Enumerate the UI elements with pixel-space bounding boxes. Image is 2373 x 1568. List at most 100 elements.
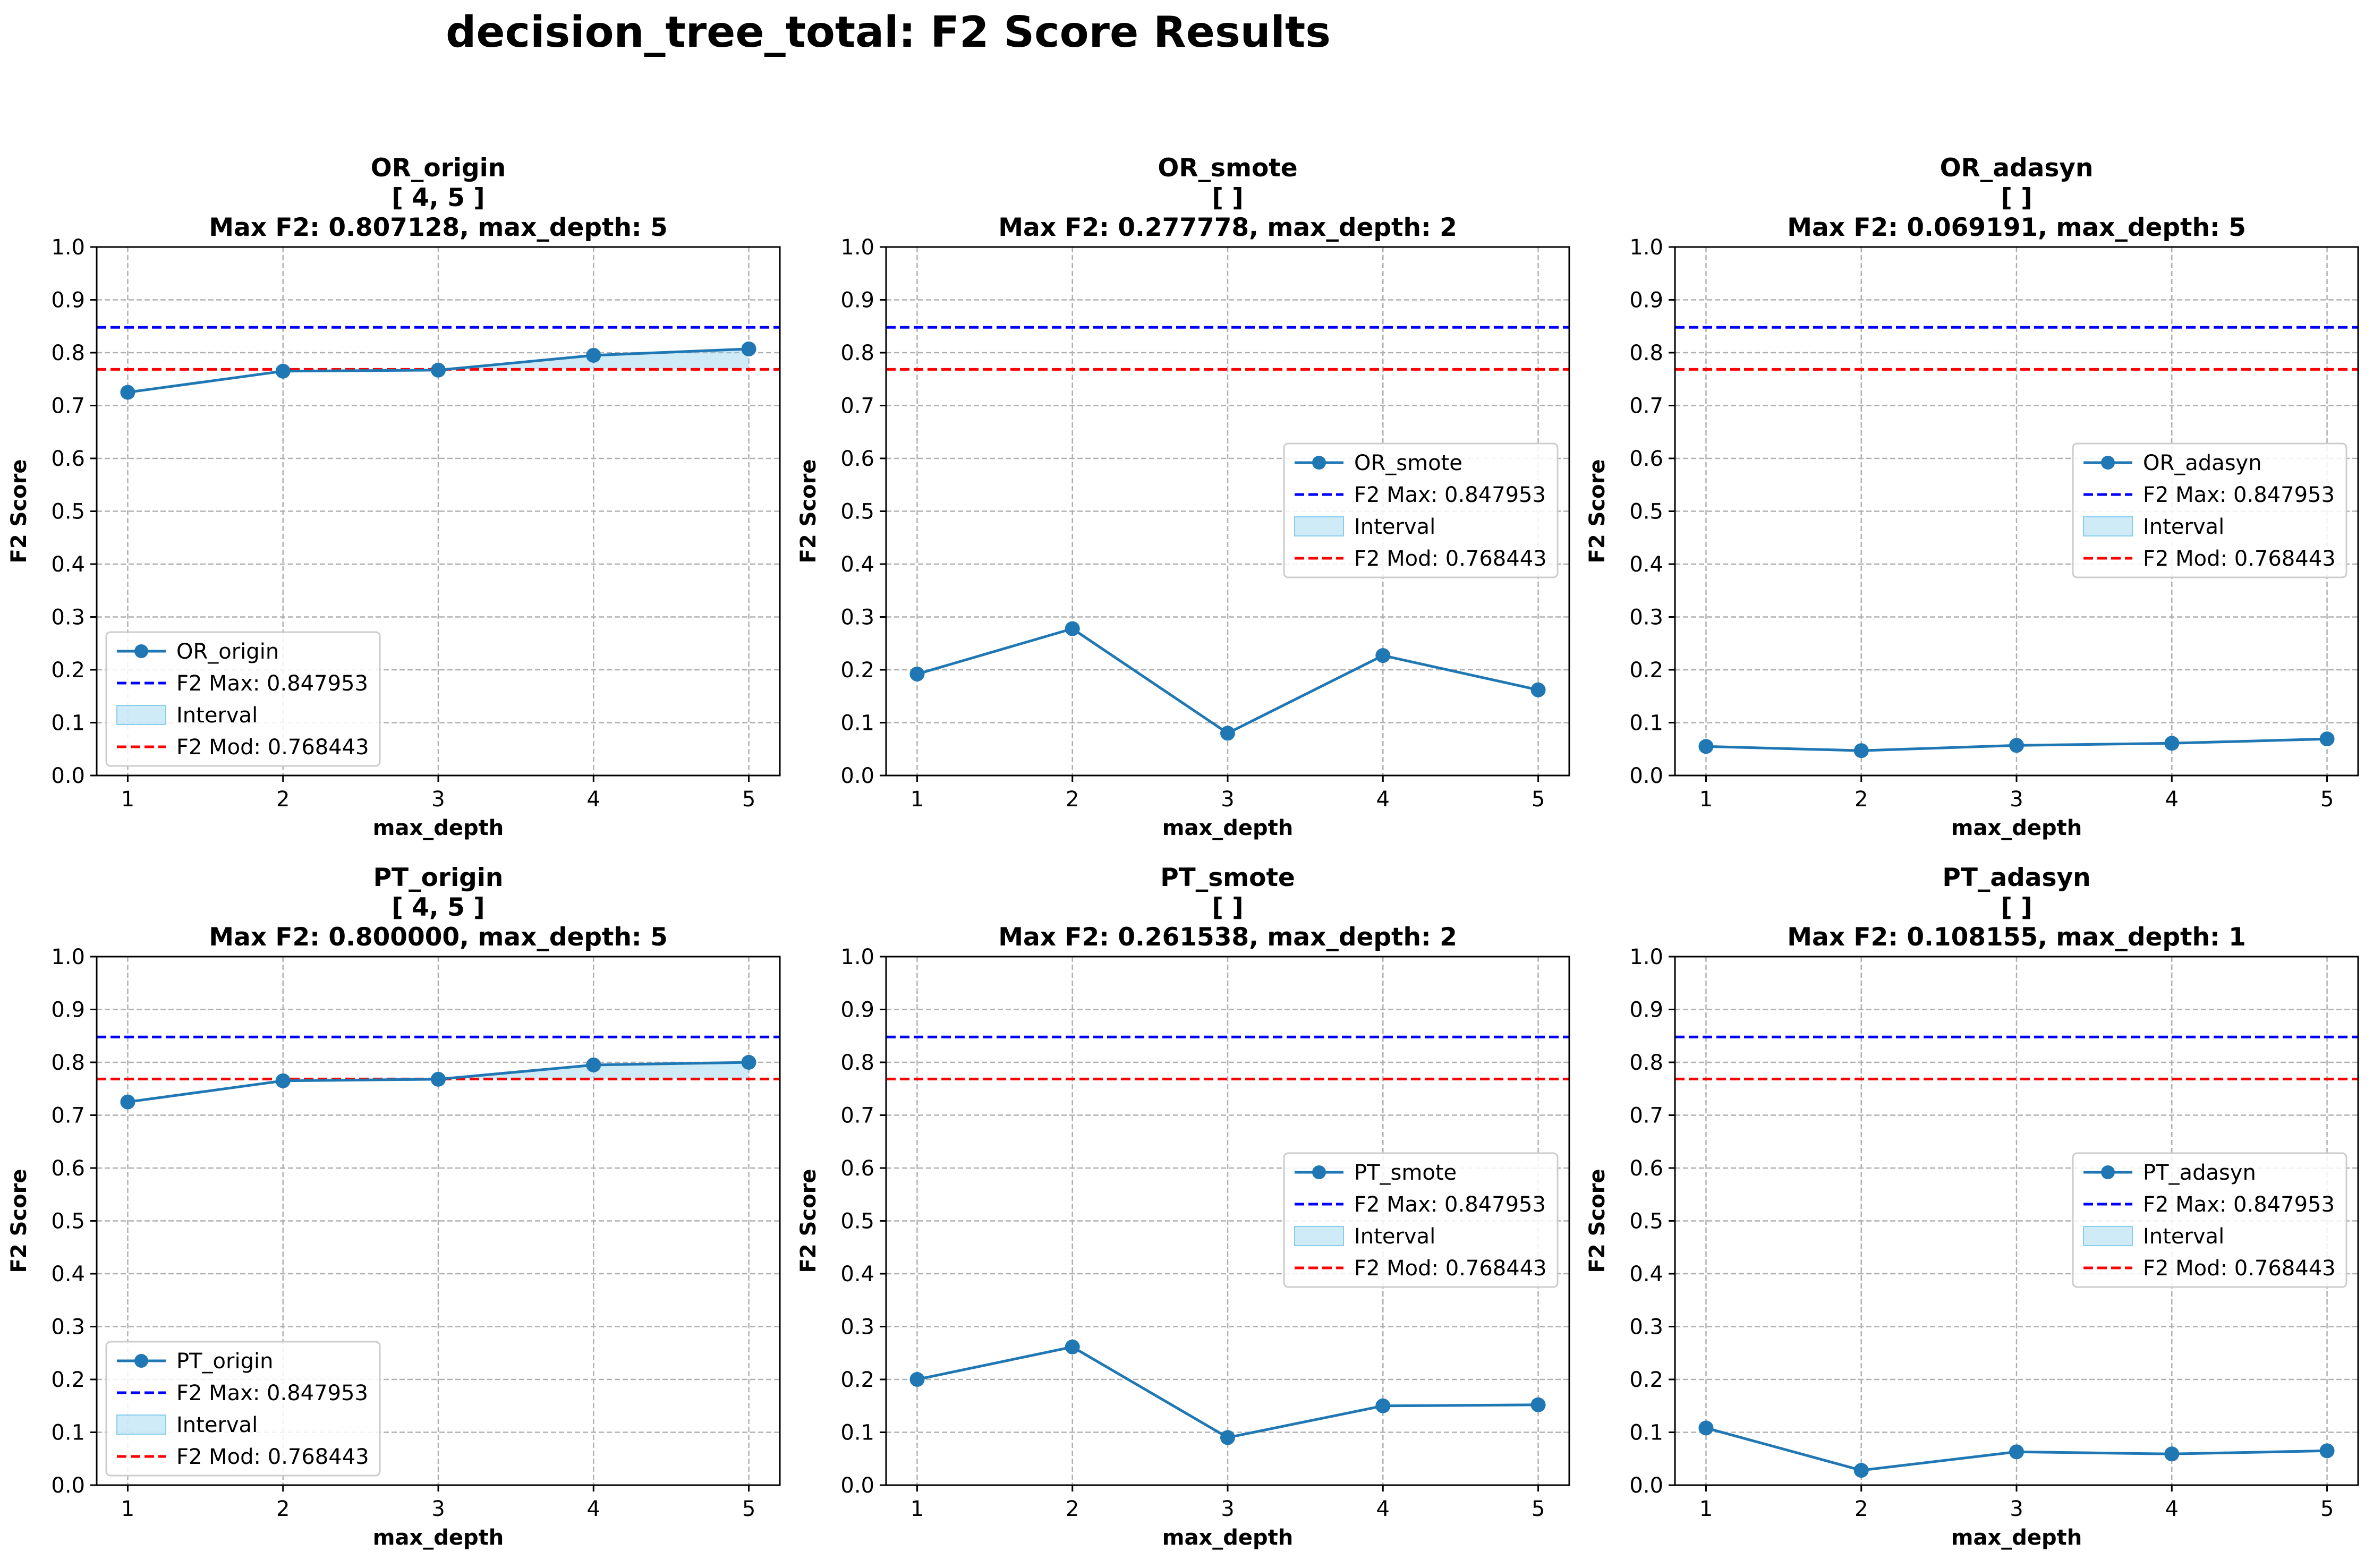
legend: PT_smote F2 Max: 0.847953 Interval F2 Mod: …: [1283, 1152, 1559, 1288]
x-tick-label: 2: [276, 1497, 290, 1521]
y-tick-label: 0.9: [1629, 288, 1663, 313]
data-point: [2319, 731, 2335, 747]
legend-label: Interval: [2143, 1224, 2224, 1249]
y-tick-label: 0.5: [1629, 500, 1663, 524]
y-tick-label: 0.5: [51, 500, 85, 524]
legend-label: F2 Max: 0.847953: [1354, 1192, 1546, 1217]
legend-series-marker: [1312, 456, 1326, 470]
x-tick-label: 4: [1376, 1497, 1390, 1521]
subplot-title: PT_adasyn: [1942, 863, 2090, 892]
y-tick-label: 0.4: [840, 1262, 874, 1286]
x-axis-label: max_depth: [373, 1526, 504, 1550]
legend-label: F2 Mod: 0.768443: [176, 735, 369, 760]
legend-label: PT_smote: [1354, 1161, 1457, 1185]
legend-interval-swatch: [2083, 1226, 2133, 1246]
y-axis-label: F2 Score: [796, 459, 821, 564]
x-tick-label: 2: [1066, 1497, 1079, 1521]
y-tick-label: 0.0: [840, 1473, 874, 1498]
data-point: [2164, 736, 2180, 751]
x-axis-label: max_depth: [1951, 1526, 2082, 1550]
data-point: [1698, 1420, 1714, 1436]
data-point: [120, 385, 135, 400]
subplot-title: PT_origin: [373, 863, 504, 892]
legend-series-marker: [2101, 456, 2115, 470]
y-tick-label: 0.8: [1629, 341, 1663, 365]
x-tick-label: 1: [121, 787, 134, 812]
y-tick-label: 0.1: [51, 1421, 85, 1445]
legend-series-marker: [2101, 1165, 2115, 1179]
legend: OR_smote F2 Max: 0.847953 Interval F2 Mod: …: [1283, 442, 1559, 578]
legend-box: [2072, 1152, 2348, 1288]
x-tick-label: 4: [1376, 787, 1390, 812]
y-tick-label: 0.7: [840, 394, 874, 419]
data-point: [1065, 1339, 1080, 1354]
y-tick-label: 0.6: [840, 447, 874, 471]
subplot-title: OR_adasyn: [1940, 154, 2094, 183]
data-point: [275, 363, 291, 379]
legend-label: Interval: [1354, 515, 1435, 539]
legend-series-marker: [134, 644, 148, 658]
x-tick-label: 5: [742, 787, 755, 812]
x-tick-label: 5: [2320, 787, 2334, 812]
x-tick-label: 1: [911, 787, 924, 812]
x-tick-label: 4: [2165, 787, 2179, 812]
data-point: [431, 362, 446, 378]
data-point: [2009, 1444, 2024, 1460]
y-tick-label: 0.1: [51, 711, 85, 736]
legend-label: F2 Mod: 0.768443: [2143, 1256, 2336, 1281]
y-tick-label: 0.7: [51, 1104, 85, 1128]
y-tick-label: 0.9: [840, 288, 874, 313]
x-tick-label: 3: [1221, 1497, 1234, 1521]
subplot-PT_origin: PT_origin[ 4, 5 ]Max F2: 0.800000, max_d…: [7, 863, 781, 1550]
y-tick-label: 1.0: [51, 235, 85, 260]
y-tick-label: 1.0: [840, 945, 874, 969]
y-tick-label: 0.2: [840, 1368, 874, 1392]
legend-label: F2 Max: 0.847953: [176, 671, 368, 696]
y-tick-label: 1.0: [840, 235, 874, 260]
x-tick-label: 1: [911, 1497, 924, 1521]
legend-label: F2 Mod: 0.768443: [1354, 547, 1547, 571]
data-point: [1375, 648, 1391, 663]
data-point: [1530, 682, 1546, 697]
y-tick-label: 0.8: [1629, 1051, 1663, 1075]
subplot-max-label: Max F2: 0.261538, max_depth: 2: [998, 923, 1457, 952]
data-point: [1853, 1463, 1869, 1478]
x-tick-label: 3: [2010, 1497, 2023, 1521]
y-tick-label: 0.6: [51, 1156, 85, 1181]
legend-label: PT_adasyn: [2143, 1161, 2256, 1185]
legend-box: [1283, 1152, 1559, 1288]
y-tick-label: 0.3: [840, 1315, 874, 1340]
data-point: [1375, 1398, 1391, 1413]
legend-label: OR_adasyn: [2143, 451, 2262, 475]
legend-interval-swatch: [1294, 1226, 1344, 1246]
y-tick-label: 0.2: [51, 658, 85, 683]
data-point: [120, 1094, 135, 1110]
legend-label: OR_smote: [1354, 451, 1462, 475]
x-axis-label: max_depth: [1951, 816, 2082, 840]
y-tick-label: 0.7: [51, 394, 85, 419]
data-point: [275, 1073, 291, 1088]
x-tick-label: 3: [431, 1497, 445, 1521]
figure-title: decision_tree_total: F2 Score Results: [446, 7, 1331, 57]
legend-label: F2 Max: 0.847953: [176, 1381, 368, 1405]
y-tick-label: 0.2: [1629, 1368, 1663, 1392]
data-point: [1065, 621, 1080, 636]
x-tick-label: 5: [742, 1497, 755, 1521]
subplot-title: OR_origin: [371, 154, 506, 183]
legend-label: Interval: [1354, 1224, 1435, 1249]
subplot-subtitle: [ ]: [2001, 893, 2032, 922]
y-tick-label: 0.0: [1629, 764, 1663, 788]
y-tick-label: 0.1: [1629, 711, 1663, 736]
subplot-grid: OR_origin[ 4, 5 ]Max F2: 0.807128, max_d…: [7, 154, 2359, 1550]
x-tick-label: 2: [1855, 787, 1868, 812]
subplot-OR_adasyn: OR_adasyn[ ]Max F2: 0.069191, max_depth:…: [1585, 154, 2359, 840]
y-tick-label: 0.1: [840, 1421, 874, 1445]
subplot-subtitle: [ ]: [1212, 893, 1243, 922]
legend-label: F2 Max: 0.847953: [1354, 483, 1546, 507]
y-tick-label: 0.4: [51, 1262, 85, 1286]
data-point: [1698, 739, 1714, 754]
x-tick-label: 3: [1221, 787, 1234, 812]
x-tick-label: 4: [2165, 1497, 2179, 1521]
data-point: [1853, 743, 1869, 759]
